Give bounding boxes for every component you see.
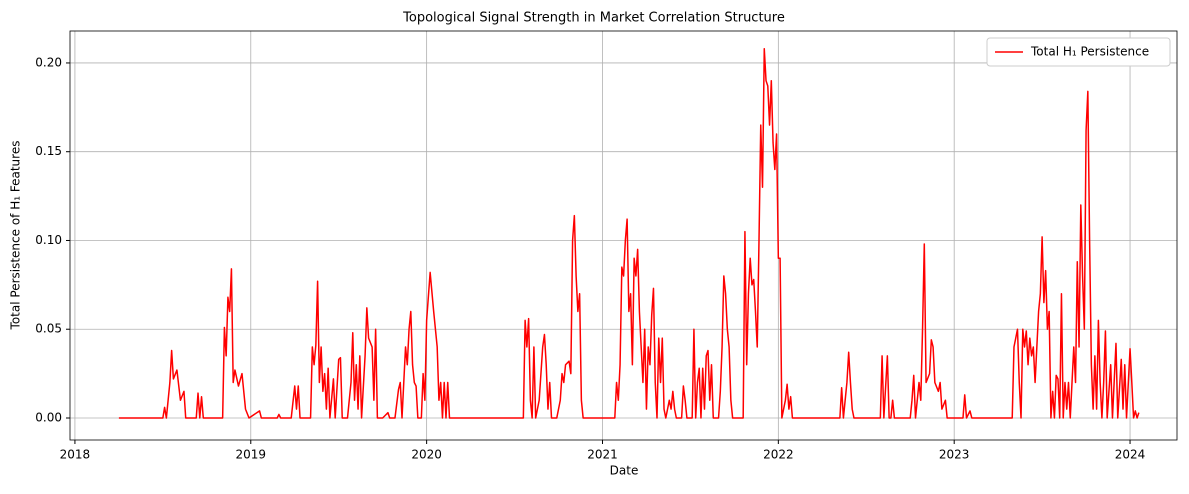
x-tick-label: 2023 — [939, 448, 970, 462]
x-tick-label: 2024 — [1115, 448, 1146, 462]
legend-box — [986, 37, 1171, 67]
y-tick-label: 0.20 — [35, 55, 62, 69]
y-tick-label: 0.00 — [35, 410, 62, 424]
y-tick-label: 0.05 — [35, 322, 62, 336]
x-tick-label: 2018 — [60, 448, 91, 462]
x-axis-label: Date — [610, 464, 639, 478]
chart-title: Topological Signal Strength in Market Co… — [402, 11, 785, 26]
y-axis-label: Total Persistence of H₁ Features — [9, 141, 23, 331]
legend-label: Total H₁ Persistence — [1030, 45, 1149, 59]
plot-frame — [69, 30, 1178, 441]
x-tick-label: 2022 — [763, 448, 794, 462]
x-tick-label: 2021 — [587, 448, 618, 462]
x-tick-label: 2020 — [411, 448, 442, 462]
y-tick-label: 0.15 — [35, 144, 62, 158]
x-tick-label: 2019 — [236, 448, 267, 462]
data-line — [118, 48, 1140, 419]
y-tick-label: 0.10 — [35, 233, 62, 247]
